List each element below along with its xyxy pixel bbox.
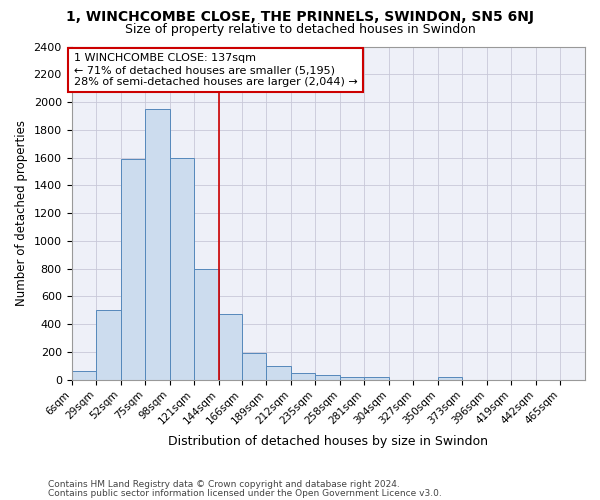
Text: 1, WINCHCOMBE CLOSE, THE PRINNELS, SWINDON, SN5 6NJ: 1, WINCHCOMBE CLOSE, THE PRINNELS, SWIND… — [66, 10, 534, 24]
Bar — [291, 372, 316, 380]
Text: Contains HM Land Registry data © Crown copyright and database right 2024.: Contains HM Land Registry data © Crown c… — [48, 480, 400, 489]
Bar — [242, 353, 266, 380]
Bar — [316, 376, 340, 380]
Text: Size of property relative to detached houses in Swindon: Size of property relative to detached ho… — [125, 22, 475, 36]
Bar — [340, 377, 364, 380]
Text: 1 WINCHCOMBE CLOSE: 137sqm
← 71% of detached houses are smaller (5,195)
28% of s: 1 WINCHCOMBE CLOSE: 137sqm ← 71% of deta… — [74, 54, 358, 86]
Text: Contains public sector information licensed under the Open Government Licence v3: Contains public sector information licen… — [48, 488, 442, 498]
Bar — [218, 314, 242, 380]
Bar — [121, 159, 145, 380]
X-axis label: Distribution of detached houses by size in Swindon: Distribution of detached houses by size … — [168, 434, 488, 448]
Bar — [170, 158, 194, 380]
Bar — [96, 310, 121, 380]
Bar — [438, 377, 463, 380]
Bar — [145, 109, 170, 380]
Y-axis label: Number of detached properties: Number of detached properties — [15, 120, 28, 306]
Bar — [364, 377, 389, 380]
Bar — [71, 372, 96, 380]
Bar — [266, 366, 291, 380]
Bar — [194, 268, 218, 380]
